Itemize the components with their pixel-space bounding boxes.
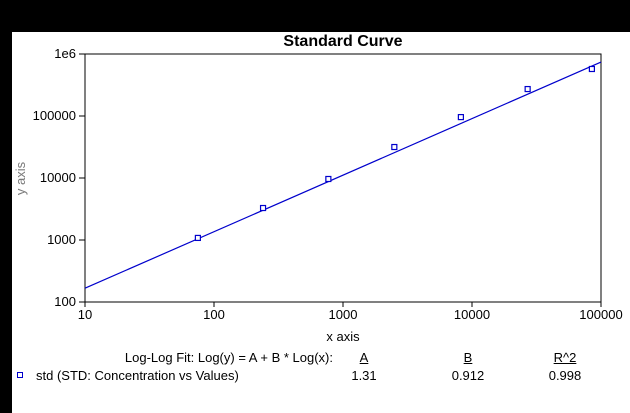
y-tick-label: 10000	[40, 170, 76, 185]
fit-value-b: 0.912	[451, 368, 485, 383]
x-axis-label: x axis	[326, 329, 360, 344]
plot-frame	[84, 53, 602, 303]
data-point	[457, 113, 464, 121]
data-point	[325, 175, 332, 183]
data-point	[588, 65, 595, 73]
legend-marker-icon	[17, 372, 23, 378]
x-tick-label: 1000	[329, 307, 358, 322]
data-point	[259, 204, 267, 212]
x-tick-label: 10000	[454, 307, 490, 322]
fit-column-header-b: B	[463, 350, 473, 365]
series-legend-label: std (STD: Concentration vs Values)	[36, 368, 239, 383]
fit-equation-label: Log-Log Fit: Log(y) = A + B * Log(x):	[124, 350, 333, 365]
data-point	[391, 143, 398, 151]
x-tick-label: 100	[203, 307, 225, 322]
fit-value-a: 1.31	[351, 368, 377, 383]
data-point	[194, 234, 201, 242]
y-tick-label: 1000	[47, 232, 76, 247]
fit-line	[84, 61, 602, 289]
y-tick-label: 100000	[33, 108, 76, 123]
x-tick-label: 10	[78, 307, 92, 322]
y-tick-label: 1e6	[54, 46, 76, 61]
chart-title: Standard Curve	[283, 33, 403, 50]
fit-column-header-a: A	[359, 350, 369, 365]
y-axis-label: y axis	[13, 161, 29, 195]
y-axis-label-box: y axis	[13, 54, 29, 302]
chart-panel	[12, 32, 630, 413]
y-tick-label: 100	[54, 294, 76, 309]
x-tick-label: 100000	[579, 307, 622, 322]
fit-column-header-r2: R^2	[553, 350, 577, 365]
fit-value-r2: 0.998	[548, 368, 582, 383]
data-point	[524, 85, 531, 93]
